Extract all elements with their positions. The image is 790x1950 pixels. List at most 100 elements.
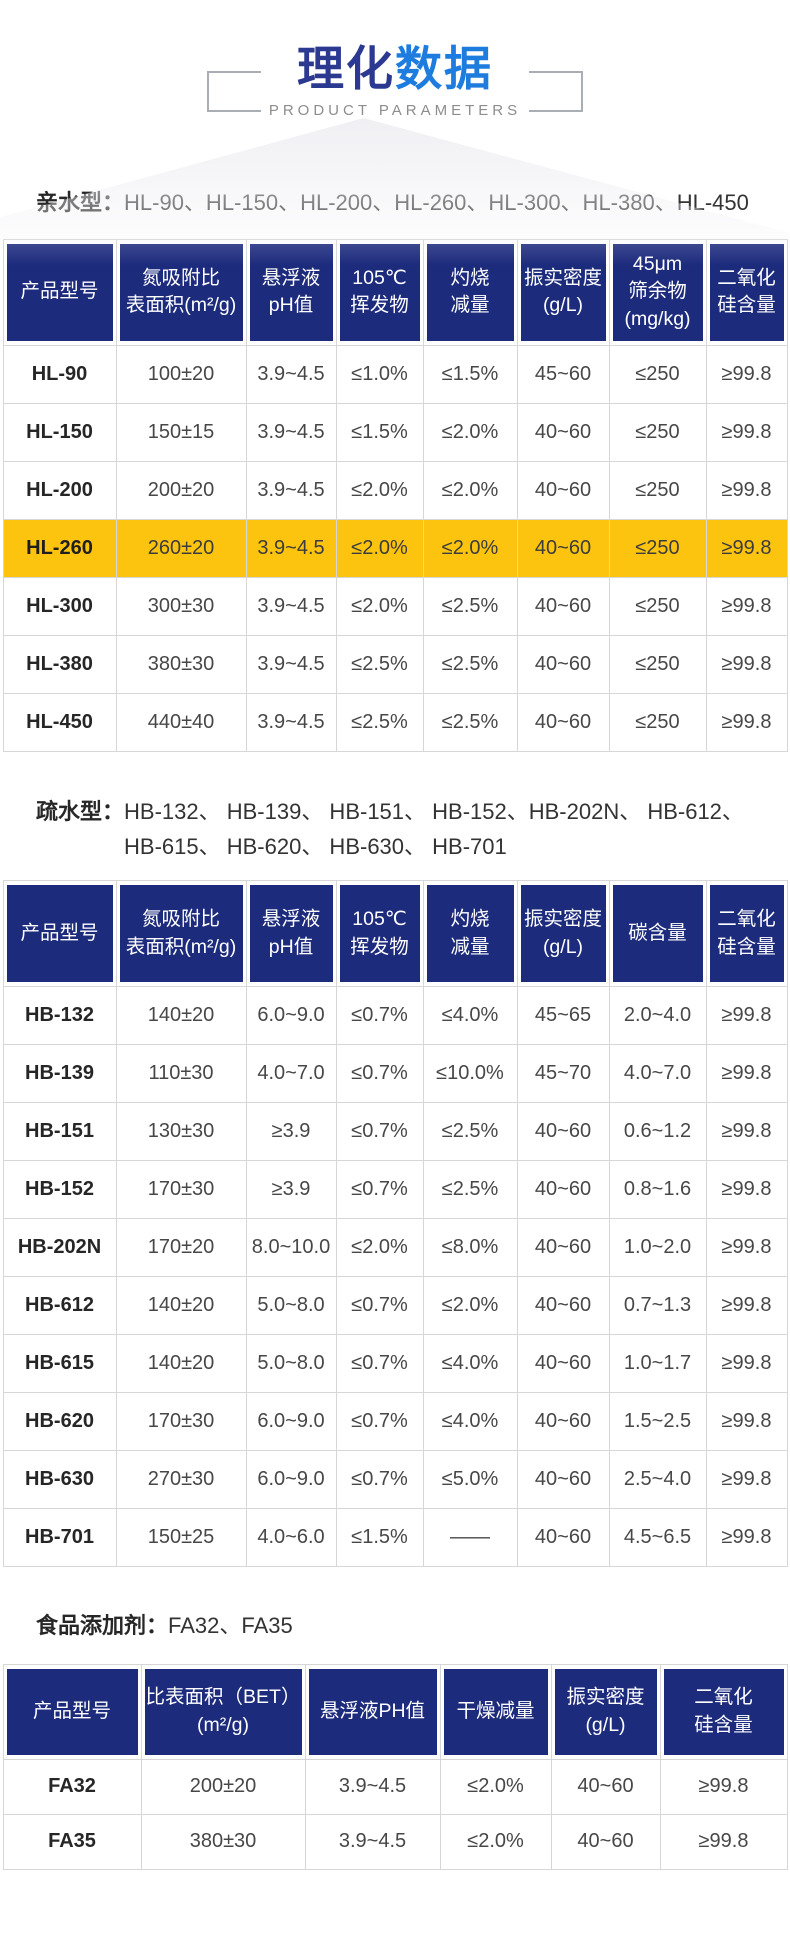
model-cell: HB-615 (2, 1334, 117, 1394)
section-model-list: FA32、FA35 (168, 1613, 293, 1639)
model-cell: FA32 (2, 1758, 142, 1815)
data-cell: ≤2.0% (335, 1218, 424, 1278)
hydrophobic-table: 产品型号 氮吸附比 表面积(m²/g) 悬浮液 pH值 105℃ 挥发物 灼烧 减量 振实密度 (g… (2, 880, 788, 1568)
data-cell: 300±30 (115, 576, 247, 636)
table-body: HL-90 100±20 3.9~4.5 ≤1.0% ≤1.5% 45~60 ≤250 ≥99… (2, 344, 788, 752)
data-cell: 6.0~9.0 (245, 1450, 337, 1510)
data-cell: ≤2.5% (422, 576, 518, 636)
data-cell: ≥99.8 (705, 460, 788, 520)
table-row: HB-139 110±30 4.0~7.0 ≤0.7% ≤10.0% 45~70 4.0~7… (2, 1044, 788, 1104)
model-cell: HB-701 (2, 1508, 117, 1568)
data-cell: 40~60 (516, 1334, 610, 1394)
data-cell: 40~60 (516, 1102, 610, 1162)
data-cell: ≥99.8 (659, 1758, 788, 1815)
data-cell: ≤1.5% (422, 344, 518, 404)
food-additive-table: 产品型号 比表面积（BET） (m²/g) 悬浮液PH值 干燥减量 振实密度 (g/L) 二氧… (2, 1663, 788, 1870)
section-model-list: HB-132、 HB-139、 HB-151、 HB-152、HB-202N、 … (124, 794, 744, 864)
header-cell-block: 悬浮液 pH值 (249, 885, 333, 983)
data-cell: ≤2.0% (422, 518, 518, 578)
data-cell: 40~60 (516, 1276, 610, 1336)
header-cell-line: 减量 (450, 294, 490, 317)
data-cell: ≥99.8 (705, 344, 788, 404)
header-cell: 二氧化硅含量 (659, 1663, 788, 1760)
table-row: HL-380 380±30 3.9~4.5 ≤2.5% ≤2.5% 40~60 ≤250 ≥9… (2, 634, 788, 694)
data-cell: ≤2.5% (335, 692, 424, 752)
model-cell: HB-612 (2, 1276, 117, 1336)
header-cell-line: (m²/g) (197, 1713, 249, 1736)
data-cell: 3.9~4.5 (304, 1758, 441, 1815)
header-cell-line: 挥发物 (350, 294, 409, 317)
header-cell-line: 减量 (450, 935, 490, 958)
model-cell: HL-300 (2, 576, 117, 636)
data-cell: ≤2.5% (422, 692, 518, 752)
page-title: 理化数据 (269, 44, 521, 93)
page-subtitle: PRODUCT PARAMETERS (268, 102, 522, 120)
data-cell: ≥99.8 (705, 1044, 788, 1104)
header-cell: 产品型号 (2, 880, 117, 988)
table-row: HB-615 140±20 5.0~8.0 ≤0.7% ≤4.0% 40~60 1.0~1.… (2, 1334, 788, 1394)
data-cell: 440±40 (115, 692, 247, 752)
data-cell: ≤2.0% (439, 1758, 552, 1815)
table-row: HL-90 100±20 3.9~4.5 ≤1.0% ≤1.5% 45~60 ≤250 ≥99… (2, 344, 788, 404)
data-cell: 140±20 (115, 1334, 247, 1394)
data-cell: 40~60 (516, 402, 610, 462)
section-heading-food-additive: 食品添加剂： FA32、FA35 (36, 1613, 790, 1639)
header-row: 产品型号 比表面积（BET） (m²/g) 悬浮液PH值 干燥减量 振实密度 (g/L) 二氧… (2, 1663, 788, 1760)
data-cell: 45~70 (516, 1044, 610, 1104)
table-row: HL-450 440±40 3.9~4.5 ≤2.5% ≤2.5% 40~60 ≤250 ≥9… (2, 692, 788, 752)
section-heading-hydrophobic: 疏水型： HB-132、 HB-139、 HB-151、 HB-152、HB-2… (36, 794, 790, 864)
header-cell-line: (g/L) (585, 1713, 626, 1736)
model-cell: HB-620 (2, 1392, 117, 1452)
data-cell: ≥99.8 (705, 1508, 788, 1568)
header-cell-line: (mg/kg) (624, 308, 691, 331)
header-cell-line: 悬浮液PH值 (319, 1699, 426, 1722)
data-cell: ≤2.0% (335, 460, 424, 520)
data-cell: ≤2.5% (335, 634, 424, 694)
header-cell-line: 硅含量 (694, 1713, 753, 1736)
data-cell: ≥99.8 (705, 1102, 788, 1162)
header-cell-line: 氮吸附比 (141, 907, 220, 930)
data-cell: 40~60 (516, 518, 610, 578)
model-cell: HB-202N (2, 1218, 117, 1278)
table-row: HB-152 170±30 ≥3.9 ≤0.7% ≤2.5% 40~60 0.8~1.6 ≥9… (2, 1160, 788, 1220)
header-cell-block: 氮吸附比表面积(m²/g) (119, 885, 243, 983)
header-cell: 二氧化硅含量 (705, 880, 788, 988)
table-row: HB-630 270±30 6.0~9.0 ≤0.7% ≤5.0% 40~60 2.5~4.… (2, 1450, 788, 1510)
header-cell: 振实密度 (g/L) (516, 880, 610, 988)
data-cell: ≤2.0% (439, 1813, 552, 1870)
data-cell: —— (422, 1508, 518, 1568)
header-cell-block: 产品型号 (6, 885, 113, 983)
data-cell: 2.0~4.0 (608, 986, 707, 1046)
data-cell: ≥99.8 (705, 1276, 788, 1336)
data-cell: 6.0~9.0 (245, 986, 337, 1046)
data-cell: 150±15 (115, 402, 247, 462)
data-cell: ≤4.0% (422, 986, 518, 1046)
page-title-accent: 数据 (395, 42, 493, 95)
page-header: 理化数据 PRODUCT PARAMETERS (0, 0, 790, 120)
data-cell: ≤2.0% (422, 402, 518, 462)
header-cell-line: (g/L) (542, 935, 584, 958)
header-cell: 比表面积（BET） (m²/g) (140, 1663, 306, 1760)
data-cell: ≤1.5% (335, 1508, 424, 1568)
data-cell: ≥99.8 (705, 986, 788, 1046)
header-cell-line: 产品型号 (20, 921, 99, 944)
data-cell: ≤8.0% (422, 1218, 518, 1278)
data-cell: ≤250 (608, 576, 707, 636)
data-cell: 270±30 (115, 1450, 247, 1510)
data-cell: ≤250 (608, 634, 707, 694)
title-bracket-left (206, 71, 261, 113)
header-cell-block: 比表面积（BET） (m²/g) (144, 1668, 302, 1755)
header-cell-line: 硅含量 (717, 294, 776, 317)
model-cell: HL-380 (2, 634, 117, 694)
model-cell: HB-132 (2, 986, 117, 1046)
data-cell: 3.9~4.5 (245, 402, 337, 462)
data-cell: ≥99.8 (705, 1218, 788, 1278)
data-cell: ≥99.8 (705, 576, 788, 636)
data-cell: 380±30 (140, 1813, 306, 1870)
data-cell: ≤0.7% (335, 1276, 424, 1336)
data-cell: ≤250 (608, 402, 707, 462)
data-cell: 40~60 (516, 460, 610, 520)
data-cell: 40~60 (516, 1450, 610, 1510)
data-cell: ≤0.7% (335, 1160, 424, 1220)
